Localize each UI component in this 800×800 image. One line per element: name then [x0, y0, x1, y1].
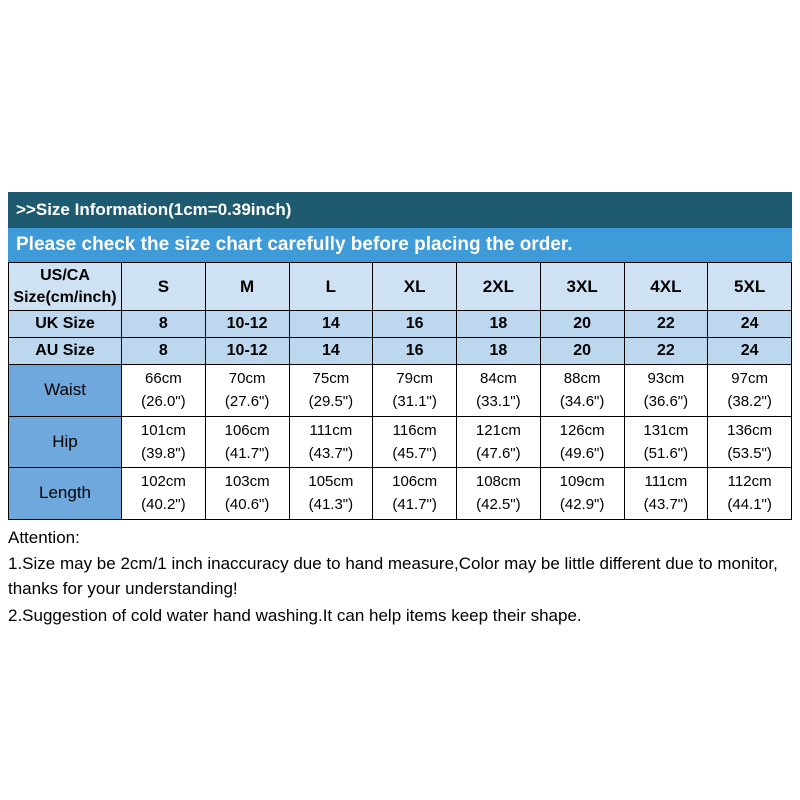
- measurement-cell: 102cm (40.2"): [121, 467, 206, 520]
- size-value-cell: 24: [707, 310, 792, 339]
- measurement-cell: 93cm (36.6"): [623, 364, 709, 417]
- size-value-cell: 8: [121, 310, 206, 339]
- measurement-cell: 108cm (42.5"): [456, 467, 541, 520]
- size-column-header: L: [288, 261, 374, 312]
- size-column-header: XL: [372, 261, 457, 312]
- measurement-cell: 105cm (41.3"): [288, 467, 374, 520]
- size-value-cell: 10-12: [204, 337, 290, 366]
- measurement-cell: 106cm (41.7"): [204, 415, 290, 469]
- measurement-cell: 66cm (26.0"): [121, 364, 206, 417]
- measurement-cell: 79cm (31.1"): [372, 364, 457, 417]
- check-size-chart-notice-bar: Please check the size chart carefully be…: [8, 228, 792, 262]
- size-column-header: 4XL: [623, 261, 709, 312]
- size-information-header-bar: >>Size Information(1cm=0.39inch): [8, 192, 792, 228]
- attention-section: Attention: 1.Size may be 2cm/1 inch inac…: [8, 526, 792, 629]
- size-row-label: AU Size: [8, 337, 122, 366]
- measurement-cell: 136cm (53.5"): [707, 415, 792, 469]
- size-value-cell: 18: [456, 337, 541, 366]
- size-value-cell: 8: [121, 337, 206, 366]
- size-value-cell: 20: [539, 310, 625, 339]
- size-column-header: 3XL: [539, 261, 625, 312]
- measurement-cell: 103cm (40.6"): [204, 467, 290, 520]
- measurement-cell: 109cm (42.9"): [539, 467, 625, 520]
- au-size-row: AU Size 8 10-12 14 16 18 20 22 24: [8, 337, 792, 366]
- measurement-cell: 112cm (44.1"): [707, 467, 792, 520]
- measurement-cell: 84cm (33.1"): [456, 364, 541, 417]
- measurement-cell: 75cm (29.5"): [288, 364, 374, 417]
- size-row-label: UK Size: [8, 310, 122, 339]
- measurement-cell: 97cm (38.2"): [707, 364, 792, 417]
- size-value-cell: 16: [372, 337, 457, 366]
- measurement-cell: 70cm (27.6"): [204, 364, 290, 417]
- measurement-cell: 106cm (41.7"): [372, 467, 457, 520]
- measurement-cell: 111cm (43.7"): [288, 415, 374, 469]
- measure-row-label: Hip: [8, 415, 122, 469]
- measurement-cell: 116cm (45.7"): [372, 415, 457, 469]
- length-row: Length 102cm (40.2") 103cm (40.6") 105cm (4…: [8, 467, 792, 520]
- size-value-cell: 16: [372, 310, 457, 339]
- measurement-cell: 111cm (43.7"): [623, 467, 709, 520]
- uk-size-row: UK Size 8 10-12 14 16 18 20 22 24: [8, 310, 792, 339]
- size-column-header: 5XL: [707, 261, 792, 312]
- size-table: US/CA Size(cm/inch) S M L XL 2XL 3XL 4XL 5XL UK S…: [8, 261, 792, 520]
- measure-row-label: Waist: [8, 364, 122, 417]
- corner-header-cell: US/CA Size(cm/inch): [8, 261, 122, 312]
- measure-row-label: Length: [8, 467, 122, 520]
- size-value-cell: 24: [707, 337, 792, 366]
- size-value-cell: 10-12: [204, 310, 290, 339]
- size-value-cell: 18: [456, 310, 541, 339]
- table-header-row: US/CA Size(cm/inch) S M L XL 2XL 3XL 4XL 5XL: [8, 261, 792, 312]
- measurement-cell: 88cm (34.6"): [539, 364, 625, 417]
- attention-line-1: 1.Size may be 2cm/1 inch inaccuracy due …: [8, 554, 778, 598]
- size-column-header: S: [121, 261, 206, 312]
- attention-line-2: 2.Suggestion of cold water hand washing.…: [8, 605, 582, 625]
- waist-row: Waist 66cm (26.0") 70cm (27.6") 75cm (29.5"…: [8, 364, 792, 417]
- size-column-header: 2XL: [456, 261, 541, 312]
- size-value-cell: 20: [539, 337, 625, 366]
- measurement-cell: 126cm (49.6"): [539, 415, 625, 469]
- size-value-cell: 22: [623, 310, 709, 339]
- measurement-cell: 121cm (47.6"): [456, 415, 541, 469]
- size-column-header: M: [204, 261, 290, 312]
- measurement-cell: 101cm (39.8"): [121, 415, 206, 469]
- hip-row: Hip 101cm (39.8") 106cm (41.7") 111cm (43.7…: [8, 415, 792, 469]
- size-value-cell: 14: [288, 310, 374, 339]
- size-chart-content: >>Size Information(1cm=0.39inch) Please …: [8, 192, 792, 630]
- measurement-cell: 131cm (51.6"): [623, 415, 709, 469]
- size-value-cell: 22: [623, 337, 709, 366]
- attention-title: Attention:: [8, 527, 80, 547]
- size-value-cell: 14: [288, 337, 374, 366]
